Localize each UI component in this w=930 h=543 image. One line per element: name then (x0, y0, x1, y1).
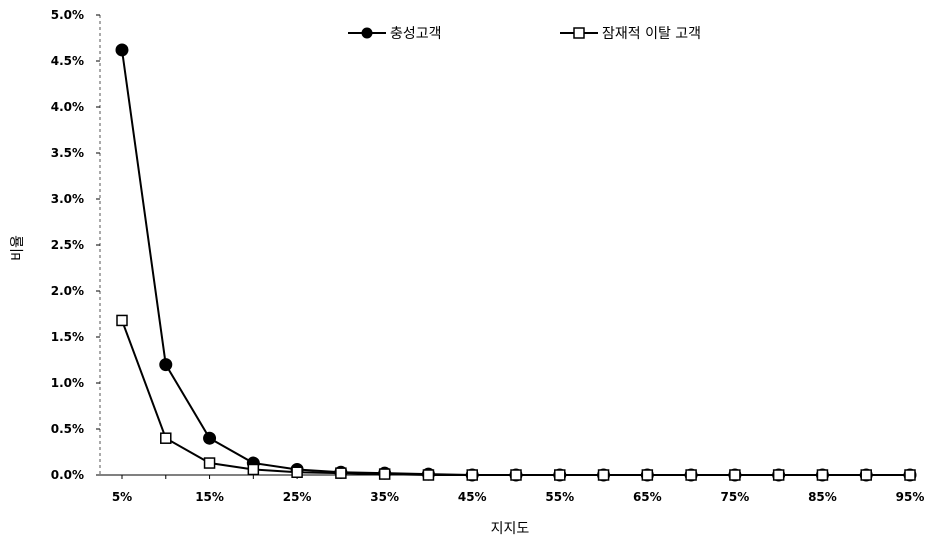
y-tick-label: 1.5% (51, 330, 84, 344)
data-point (247, 463, 260, 476)
x-axis-label: 지지도 (491, 521, 530, 537)
data-point (422, 469, 435, 481)
series-area (115, 43, 917, 482)
data-point (378, 468, 391, 480)
x-tick-label: 45% (458, 490, 487, 504)
y-tick-label: 4.0% (51, 100, 84, 114)
data-point (203, 457, 216, 469)
x-tick-label: 25% (283, 490, 312, 504)
legend-marker (361, 27, 373, 39)
x-tick-label: 5% (112, 490, 132, 504)
x-tick-label: 75% (721, 490, 750, 504)
y-tick-label: 0.5% (51, 422, 84, 436)
series-line (121, 49, 910, 476)
data-point (904, 469, 916, 481)
y-axis: 0.0% 0.5% 1.0% 1.5% 2.0% 2.5% 3.0% 3.5% 4.0% 4.5%… (51, 8, 101, 482)
y-tick-label: 4.5% (51, 54, 84, 68)
legend: 충성고객 잠재적 이탈 고객 (348, 26, 701, 42)
y-tick-label: 2.0% (51, 284, 84, 298)
y-tick-label: 5.0% (51, 8, 84, 22)
y-tick-label: 3.5% (51, 146, 84, 160)
data-point (160, 432, 172, 444)
x-tick-label: 35% (370, 490, 399, 504)
data-point (641, 469, 654, 481)
x-tick-label: 85% (808, 490, 837, 504)
series-1 (115, 43, 917, 482)
legend-label: 잠재적 이탈 고객 (602, 26, 701, 42)
data-point (772, 469, 785, 481)
legend-item: 잠재적 이탈 고객 (560, 26, 701, 42)
y-tick-label: 0.0% (51, 468, 84, 482)
series-line (121, 320, 910, 476)
data-point (291, 466, 303, 478)
x-tick-label: 95% (896, 490, 925, 504)
data-point (685, 469, 697, 481)
data-point (115, 43, 129, 57)
y-axis-label: 비율 (10, 235, 26, 261)
data-point (116, 314, 128, 327)
data-point (860, 469, 872, 481)
series-2 (116, 314, 916, 481)
data-point (466, 469, 478, 481)
data-point (335, 467, 347, 479)
legend-label: 충성고객 (390, 26, 442, 42)
y-tick-label: 2.5% (51, 238, 84, 252)
legend-item: 충성고객 (348, 26, 442, 42)
x-tick-label: 65% (633, 490, 662, 504)
data-point (203, 431, 217, 445)
y-tick-label: 1.0% (51, 376, 84, 390)
data-point (554, 469, 566, 481)
y-tick-label: 3.0% (51, 192, 84, 206)
data-point (816, 469, 829, 481)
x-tick-label: 15% (195, 490, 224, 504)
data-point (159, 358, 173, 372)
data-point (597, 469, 610, 481)
x-tick-label: 55% (545, 490, 574, 504)
data-point (510, 469, 522, 481)
legend-marker (573, 27, 585, 39)
data-point (729, 469, 741, 481)
